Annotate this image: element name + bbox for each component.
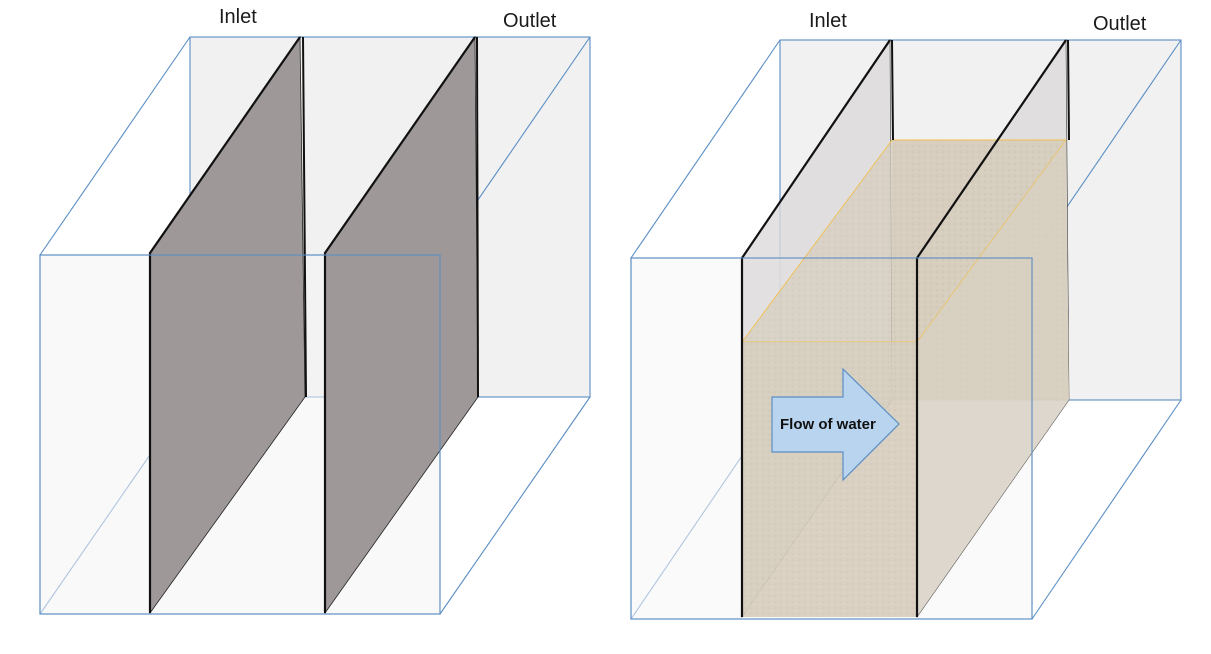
right-plate-1-back-edge bbox=[891, 39, 894, 141]
left-plate-1-back-edge bbox=[302, 36, 307, 398]
right-outlet-label: Outlet bbox=[1093, 13, 1147, 35]
left-front-outline bbox=[39, 254, 441, 615]
left-diagram: Inlet Outlet bbox=[39, 6, 591, 615]
right-diagram: Flow of water Inlet Outlet bbox=[630, 10, 1182, 620]
right-plate-2-back-edge bbox=[1067, 39, 1070, 141]
left-plate-2-back-edge bbox=[476, 36, 479, 398]
flow-arrow-label: Flow of water bbox=[780, 416, 876, 433]
left-inlet-label: Inlet bbox=[219, 6, 257, 28]
left-plate-1-edge bbox=[148, 36, 301, 613]
left-plate-2-edge bbox=[323, 36, 476, 613]
flow-arrow bbox=[771, 367, 900, 482]
water-front-face bbox=[742, 342, 917, 617]
left-outlet-label: Outlet bbox=[503, 10, 557, 32]
right-inlet-label: Inlet bbox=[809, 10, 847, 32]
water-side-face bbox=[917, 140, 1069, 617]
right-front-outline bbox=[630, 257, 1033, 620]
